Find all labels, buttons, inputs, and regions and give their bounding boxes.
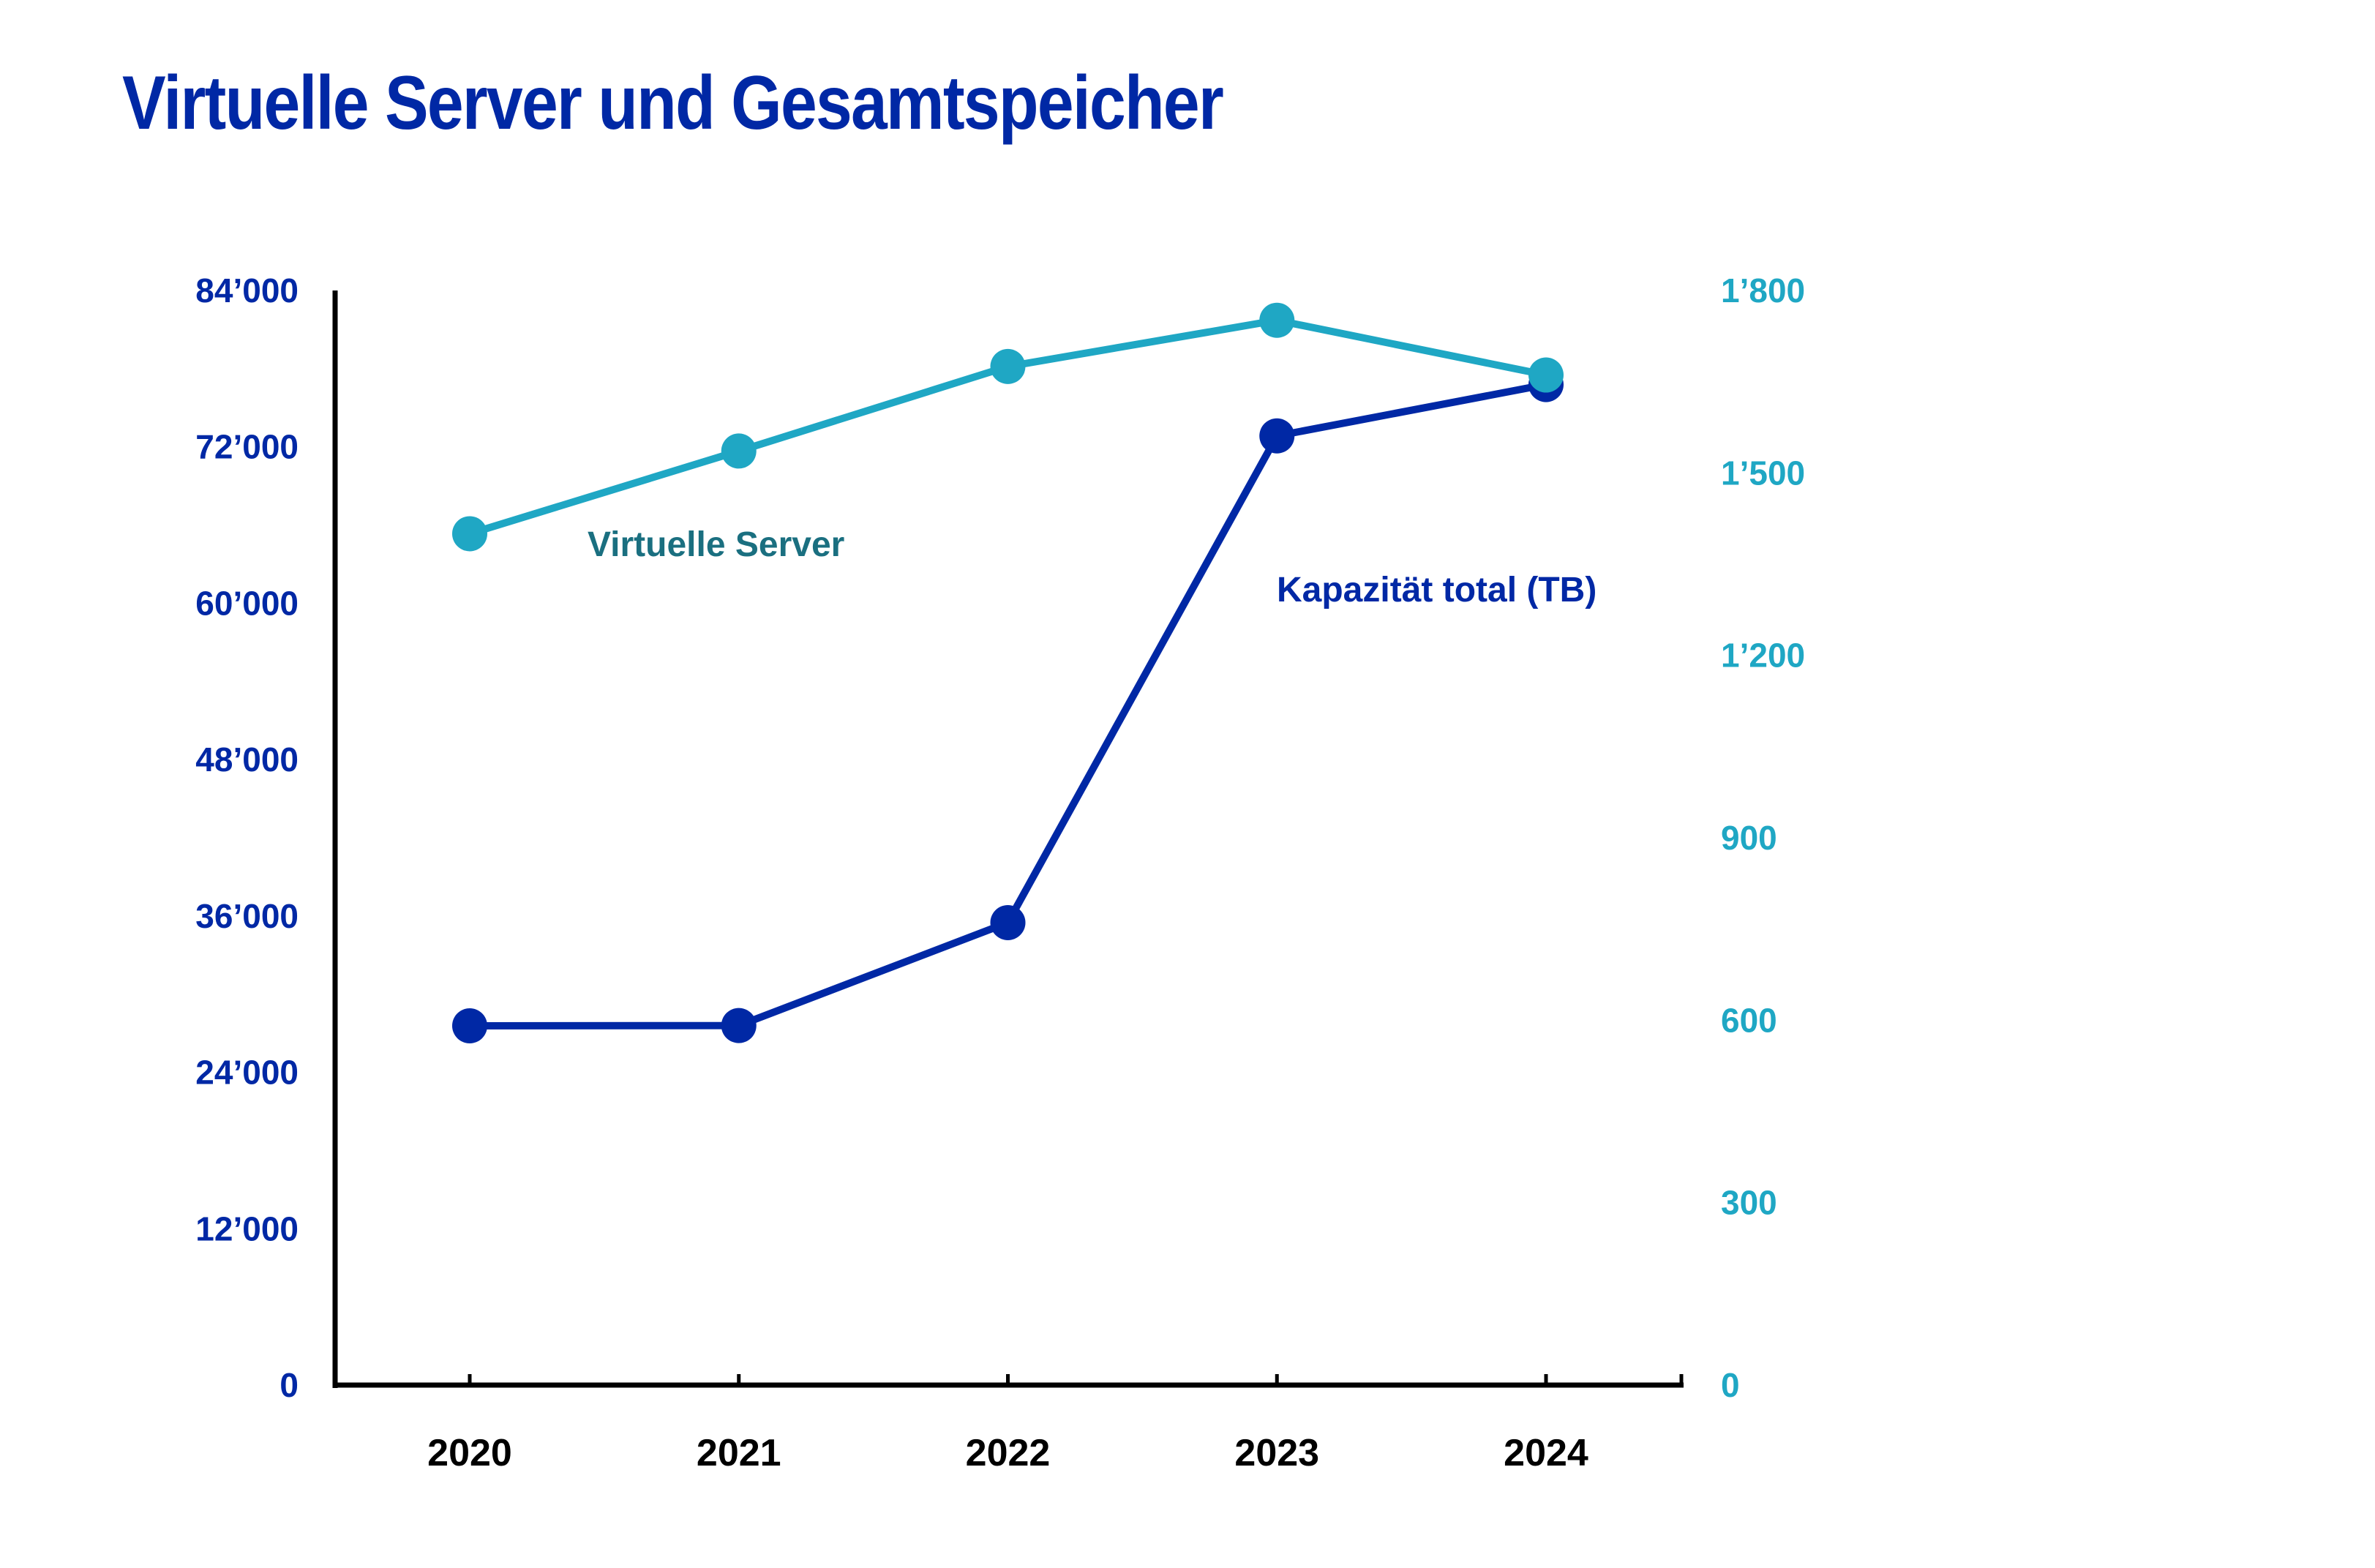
data-point-virtuelle-server-2022: [990, 348, 1026, 384]
right-axis-tick-label: 300: [1721, 1184, 1777, 1222]
left-axis-tick-label: 24’000: [195, 1054, 299, 1092]
left-axis-tick-label: 48’000: [195, 740, 299, 779]
x-tick-label: 2024: [1504, 1432, 1588, 1474]
left-axis-tick-label: 72’000: [195, 428, 299, 466]
series-label-virtuelle-server: Virtuelle Server: [588, 525, 844, 564]
right-axis-tick-label: 0: [1721, 1366, 1740, 1404]
x-tick-label: 2022: [966, 1432, 1051, 1474]
x-tick-label: 2023: [1234, 1432, 1319, 1474]
series-layer: [452, 302, 1564, 1043]
right-axis-tick-label: 1’200: [1721, 637, 1805, 675]
data-point-kapazit-t-total-tb-2021: [721, 1008, 757, 1043]
left-axis-ticks: 0 12’000 24’000 36’000 48’000 60’000 72’000 84’…: [195, 271, 299, 1404]
right-axis-tick-label: 900: [1721, 819, 1777, 857]
left-axis-tick-label: 84’000: [195, 271, 299, 310]
chart-title: Virtuelle Server und Gesamtspeicher: [122, 61, 1224, 146]
left-axis-tick-label: 0: [279, 1366, 299, 1404]
x-tick-label: 2020: [427, 1432, 512, 1474]
data-point-virtuelle-server-2021: [721, 433, 757, 469]
data-point-kapazit-t-total-tb-2023: [1259, 418, 1295, 454]
left-axis-tick-label: 36’000: [195, 897, 299, 935]
axes: [332, 290, 1684, 1388]
left-axis-tick-label: 60’000: [195, 584, 299, 622]
data-point-kapazit-t-total-tb-2020: [452, 1008, 487, 1043]
series-label-kapazitaet-total: Kapazität total (TB): [1277, 571, 1597, 609]
data-point-virtuelle-server-2023: [1259, 302, 1295, 338]
right-axis-tick-label: 1’500: [1721, 454, 1805, 492]
data-point-virtuelle-server-2020: [452, 516, 487, 552]
right-axis-tick-label: 1’800: [1721, 271, 1805, 310]
right-axis-tick-label: 600: [1721, 1001, 1777, 1039]
data-point-kapazit-t-total-tb-2022: [990, 904, 1026, 940]
data-point-virtuelle-server-2024: [1528, 357, 1564, 393]
x-ticks: 2020 2021 2022 2023 2024: [427, 1374, 1588, 1474]
x-tick-label: 2021: [697, 1432, 781, 1474]
left-axis-tick-label: 12’000: [195, 1209, 299, 1248]
right-axis-ticks: 0 300 600 900 1’200 1’500 1’800: [1721, 271, 1805, 1404]
